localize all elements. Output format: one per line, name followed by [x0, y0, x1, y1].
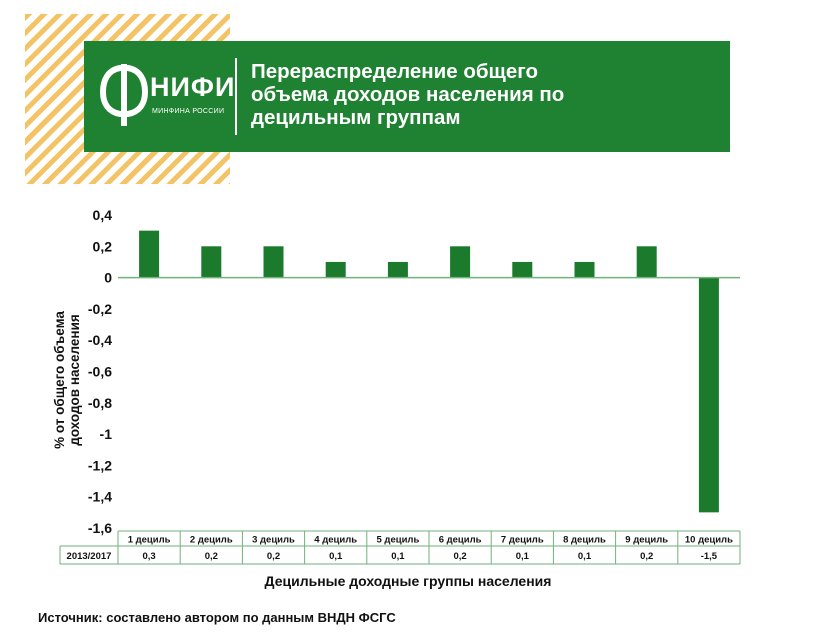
header-banner: [84, 41, 730, 152]
y-tick-label-0: 0,4: [93, 207, 113, 223]
bar-2: [201, 246, 222, 278]
chart-title-line-1: Перераспределение общего: [251, 60, 539, 83]
bar-8: [574, 261, 595, 278]
nifi-logo: НИФИ МИНФИНА РОССИИ: [100, 62, 234, 132]
data-label-1: 0,3: [142, 551, 155, 562]
y-tick-label-7: -1: [100, 426, 113, 442]
data-label-8: 0,1: [578, 551, 592, 562]
table-row-label: 2013/2017: [67, 551, 112, 562]
y-axis-label-line-2: доходов населения: [67, 314, 82, 446]
category-label-3: 3 дециль: [252, 535, 295, 546]
bar-4: [325, 261, 346, 278]
bar-9: [636, 246, 657, 278]
y-tick-label-5: -0,6: [88, 364, 112, 380]
data-label-10: -1,5: [701, 551, 718, 562]
chart-title: Перераспределение общего объема доходов …: [251, 60, 711, 129]
category-label-7: 7 дециль: [501, 535, 544, 546]
data-label-7: 0,1: [516, 551, 530, 562]
chart-title-line-2: объема доходов населения по: [251, 83, 565, 106]
y-tick-label-8: -1,2: [88, 457, 112, 473]
bar-7: [512, 261, 533, 278]
category-label-6: 6 дециль: [439, 535, 482, 546]
logo-name: НИФИ: [150, 72, 236, 102]
y-tick-label-6: -0,8: [88, 395, 112, 411]
y-tick-label-4: -0,4: [88, 332, 112, 348]
category-label-5: 5 дециль: [377, 535, 420, 546]
y-tick-label-1: 0,2: [93, 238, 113, 254]
bar-6: [450, 246, 471, 278]
y-axis-label: % от общего объемадоходов населения: [52, 311, 82, 449]
phi-logo-icon: [100, 64, 148, 126]
y-tick-label-3: -0,2: [88, 301, 112, 317]
y-tick-label-9: -1,4: [88, 489, 112, 505]
header-divider: [235, 58, 237, 135]
category-label-9: 9 дециль: [625, 535, 668, 546]
category-label-1: 1 дециль: [128, 535, 171, 546]
x-axis-label: Децильные доходные группы населения: [265, 573, 552, 589]
category-label-2: 2 дециль: [190, 535, 233, 546]
logo-subtitle: МИНФИНА РОССИИ: [152, 108, 225, 115]
data-label-9: 0,2: [640, 551, 653, 562]
source-note: Источник: составлено автором по данным В…: [38, 610, 396, 625]
bar-10: [698, 277, 719, 513]
bar-1: [139, 230, 160, 278]
data-label-6: 0,2: [453, 551, 466, 562]
y-axis-label-line-1: % от общего объема: [52, 311, 67, 449]
bar-3: [263, 246, 284, 278]
y-tick-label-10: -1,6: [88, 520, 112, 536]
y-tick-label-2: 0: [104, 270, 112, 286]
category-label-10: 10 дециль: [685, 535, 733, 546]
bar-5: [387, 261, 408, 278]
data-label-3: 0,2: [267, 551, 280, 562]
chart-title-line-3: децильным группам: [251, 106, 461, 129]
data-label-4: 0,1: [329, 551, 343, 562]
data-label-2: 0,2: [205, 551, 218, 562]
data-label-5: 0,1: [391, 551, 405, 562]
category-label-4: 4 дециль: [314, 535, 357, 546]
category-label-8: 8 дециль: [563, 535, 606, 546]
